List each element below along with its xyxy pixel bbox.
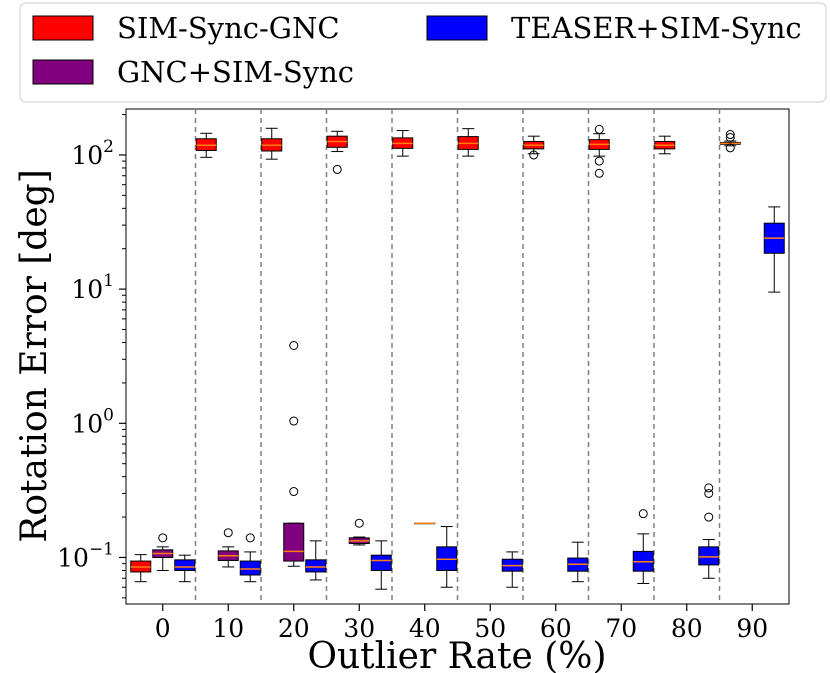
box-gnc-sim-sync-40 bbox=[414, 522, 436, 525]
outlier-point bbox=[332, 164, 342, 174]
box-body bbox=[174, 559, 196, 571]
x-tick-label: 40 bbox=[409, 614, 441, 643]
x-tick-label: 60 bbox=[540, 614, 572, 643]
legend-label-gnc-sim-sync: GNC+SIM-Sync bbox=[117, 55, 354, 89]
box-plots bbox=[130, 124, 785, 590]
box-body bbox=[370, 554, 392, 571]
outlier-point bbox=[725, 130, 735, 140]
y-tick-label: 10−1 bbox=[57, 539, 114, 572]
outlier-point bbox=[594, 156, 604, 166]
outlier-point bbox=[245, 533, 255, 543]
box-gnc-sim-sync-10 bbox=[217, 528, 239, 568]
box-sim-sync-gnc-30 bbox=[326, 130, 348, 174]
outlier-point bbox=[354, 518, 364, 528]
legend: SIM-Sync-GNC GNC+SIM-Sync TEASER+SIM-Syn… bbox=[19, 2, 827, 103]
box-sim-sync-gnc-80 bbox=[654, 135, 676, 155]
box-gnc-sim-sync-0 bbox=[152, 533, 174, 571]
legend-label-sim-sync-gnc: SIM-Sync-GNC bbox=[117, 11, 340, 45]
x-tick-label: 70 bbox=[605, 614, 637, 643]
y-axis-label: Rotation Error [deg] bbox=[14, 169, 55, 543]
x-tick-label: 80 bbox=[671, 614, 703, 643]
x-tick-label: 0 bbox=[155, 614, 171, 643]
box-body bbox=[698, 546, 720, 566]
box-sim-sync-gnc-70 bbox=[588, 124, 610, 178]
outlier-point bbox=[158, 533, 168, 543]
box-gnc-sim-sync-20 bbox=[283, 341, 305, 567]
box-sim-sync-gnc-50 bbox=[457, 128, 479, 157]
box-teaser-sim-sync-0 bbox=[174, 554, 196, 583]
legend-swatch-teaser-sim-sync bbox=[426, 15, 488, 41]
box-teaser-sim-sync-20 bbox=[305, 540, 327, 581]
outlier-point bbox=[594, 124, 604, 134]
outlier-point bbox=[704, 512, 714, 522]
box-gnc-sim-sync-30 bbox=[348, 518, 370, 546]
outlier-point bbox=[725, 143, 735, 153]
y-axis-ticks: 10−1 100 101 102 bbox=[57, 114, 126, 599]
box-sim-sync-gnc-90 bbox=[719, 130, 741, 153]
box-teaser-sim-sync-80 bbox=[698, 483, 720, 579]
box-body bbox=[283, 522, 305, 562]
x-tick-label: 50 bbox=[474, 614, 506, 643]
box-sim-sync-gnc-10 bbox=[195, 132, 217, 158]
box-body bbox=[305, 559, 327, 573]
legend-frame bbox=[19, 2, 827, 103]
y-tick-label: 102 bbox=[71, 137, 114, 170]
legend-swatch-gnc-sim-sync bbox=[32, 59, 94, 85]
x-axis-label: Outlier Rate (%) bbox=[307, 636, 606, 673]
outlier-point bbox=[289, 416, 299, 426]
box-teaser-sim-sync-70 bbox=[632, 509, 654, 584]
outlier-point bbox=[704, 483, 714, 493]
x-tick-label: 90 bbox=[736, 614, 768, 643]
box-body bbox=[239, 560, 261, 576]
box-teaser-sim-sync-60 bbox=[567, 541, 589, 583]
x-tick-label: 20 bbox=[278, 614, 310, 643]
box-teaser-sim-sync-40 bbox=[436, 526, 458, 588]
box-teaser-sim-sync-30 bbox=[370, 540, 392, 590]
outlier-point bbox=[289, 487, 299, 497]
outlier-point bbox=[223, 528, 233, 538]
box-sim-sync-gnc-20 bbox=[261, 127, 283, 160]
box-sim-sync-gnc-40 bbox=[392, 130, 414, 157]
box-sim-sync-gnc-0 bbox=[130, 554, 152, 583]
legend-swatch-sim-sync-gnc bbox=[32, 15, 94, 41]
outlier-point bbox=[725, 132, 735, 142]
category-separators bbox=[194, 109, 721, 604]
box-teaser-sim-sync-90 bbox=[763, 206, 785, 293]
y-tick-label: 101 bbox=[71, 271, 114, 304]
legend-label-teaser-sim-sync: TEASER+SIM-Sync bbox=[511, 11, 802, 45]
outlier-point bbox=[289, 341, 299, 351]
box-teaser-sim-sync-10 bbox=[239, 533, 261, 583]
x-tick-label: 30 bbox=[343, 614, 375, 643]
outlier-point bbox=[638, 509, 648, 519]
outlier-point bbox=[529, 150, 539, 160]
x-tick-label: 10 bbox=[212, 614, 244, 643]
x-axis-ticks: 0 10 20 30 40 50 60 70 80 90 bbox=[155, 604, 768, 643]
outlier-point bbox=[704, 488, 714, 498]
box-sim-sync-gnc-60 bbox=[523, 135, 545, 160]
box-teaser-sim-sync-50 bbox=[501, 551, 523, 588]
outlier-point bbox=[594, 168, 604, 178]
y-tick-label: 100 bbox=[71, 405, 114, 438]
